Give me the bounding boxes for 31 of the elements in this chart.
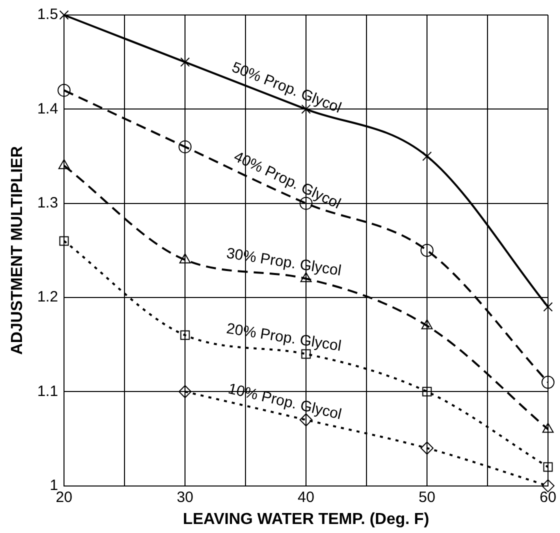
point [178, 140, 192, 154]
point [58, 84, 71, 97]
point [542, 376, 554, 389]
x-tick-label: 40 [298, 488, 314, 506]
text: 30% Prop. Glycol [225, 244, 342, 280]
point [542, 422, 554, 433]
point [180, 57, 190, 67]
text: 20% Prop. Glycol [225, 320, 342, 355]
point [420, 442, 434, 455]
x-tick-label: 60 [540, 488, 556, 506]
point [180, 330, 190, 340]
x-tick-label: 20 [56, 488, 72, 506]
point [178, 385, 192, 398]
y-axis-title: ADJUSTMENT MULTIPLIER [9, 146, 26, 355]
point [421, 319, 433, 330]
y-tick-label: 1.3 [37, 194, 58, 212]
x-tick-label: 50 [418, 488, 436, 506]
x-axis-title: LEAVING WATER TEMP. (Deg. F) [182, 510, 430, 528]
point [59, 10, 69, 20]
x-tick-label: 30 [176, 488, 194, 506]
y-tick-label: 1.1 [37, 382, 58, 400]
point [59, 236, 69, 246]
y-tick-label: 1.4 [37, 100, 58, 118]
y-tick-label: 1.2 [37, 288, 58, 306]
point [58, 159, 70, 170]
point [420, 244, 434, 257]
point [422, 386, 432, 396]
point [543, 462, 553, 472]
point [179, 253, 191, 264]
y-tick-label: 1.5 [37, 6, 58, 24]
point [542, 479, 554, 492]
